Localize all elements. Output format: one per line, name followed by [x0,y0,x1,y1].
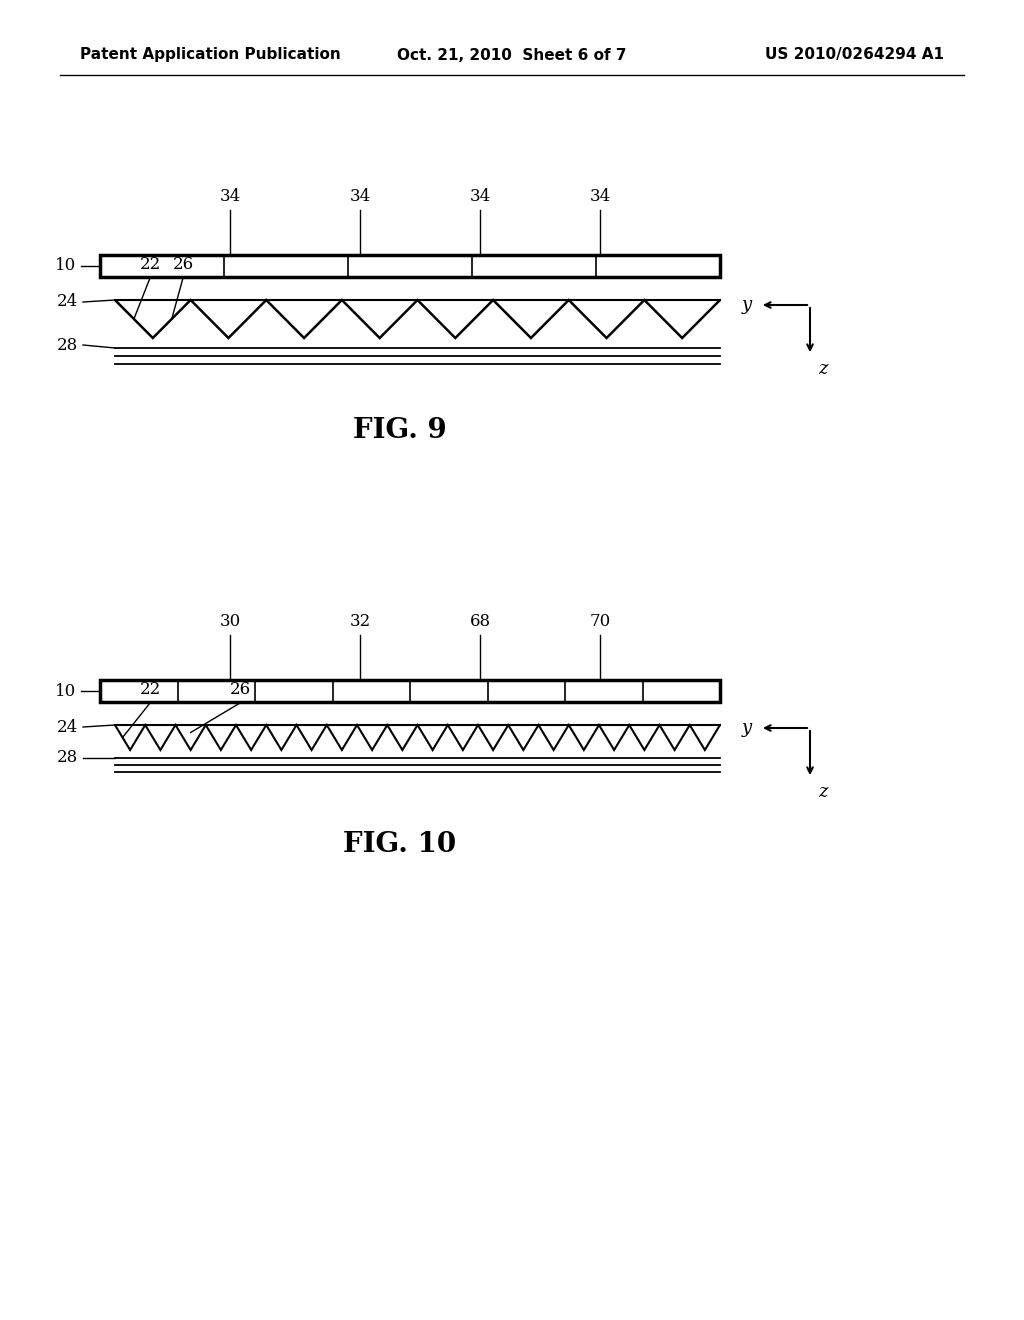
Text: Patent Application Publication: Patent Application Publication [80,48,341,62]
Text: 26: 26 [229,681,251,698]
Text: Oct. 21, 2010  Sheet 6 of 7: Oct. 21, 2010 Sheet 6 of 7 [397,48,627,62]
Bar [100,255,720,277]
Text: z: z [818,360,827,378]
Text: 32: 32 [349,612,371,630]
Bar [100,680,720,702]
Text: 34: 34 [469,187,490,205]
Text: y: y [741,296,752,314]
Text: 10: 10 [54,682,76,700]
Text: US 2010/0264294 A1: US 2010/0264294 A1 [765,48,944,62]
Text: 26: 26 [172,256,194,273]
Bar [100,255,720,277]
Text: FIG. 9: FIG. 9 [353,417,446,444]
Text: 34: 34 [349,187,371,205]
Text: 70: 70 [590,612,610,630]
Text: 34: 34 [590,187,610,205]
Text: 28: 28 [56,750,78,767]
Bar [100,680,720,702]
Text: y: y [741,719,752,737]
Text: 28: 28 [56,337,78,354]
Text: 30: 30 [219,612,241,630]
Text: FIG. 10: FIG. 10 [343,832,457,858]
Text: 24: 24 [56,718,78,735]
Text: 10: 10 [54,257,76,275]
Text: 22: 22 [139,256,161,273]
Text: 68: 68 [469,612,490,630]
Text: 34: 34 [219,187,241,205]
Text: z: z [818,783,827,801]
Text: 24: 24 [56,293,78,310]
Text: 22: 22 [139,681,161,698]
